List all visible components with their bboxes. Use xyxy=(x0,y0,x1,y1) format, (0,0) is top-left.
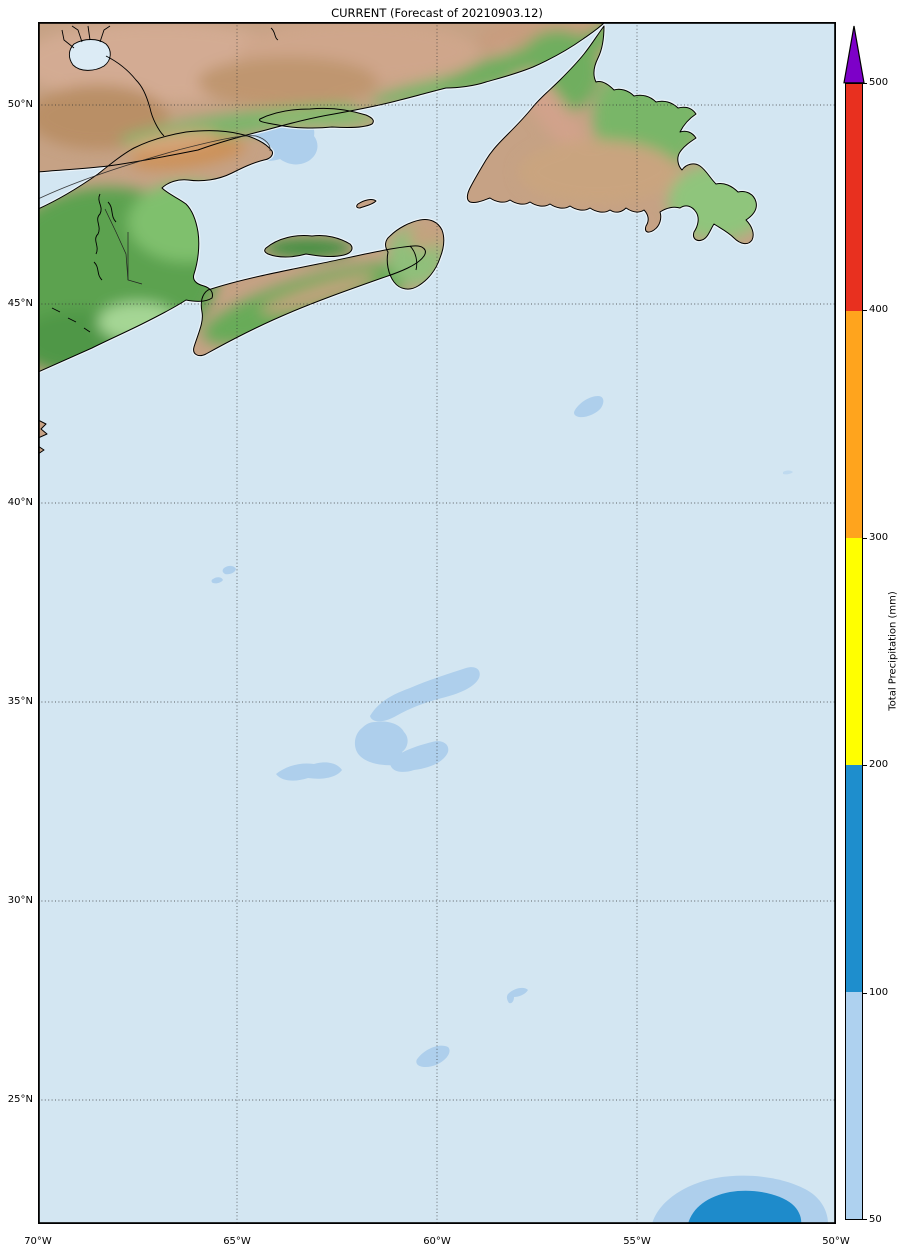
precip-blob-mid-center xyxy=(354,721,408,766)
admin-borders xyxy=(104,208,143,285)
precip-blob-nfld-south xyxy=(574,396,604,418)
colorbar-tickmark xyxy=(863,1219,867,1220)
y-tick-45n: 45°N xyxy=(7,298,33,309)
colorbar-tick-400: 400 xyxy=(869,304,889,315)
maine-islets xyxy=(51,307,91,333)
y-tick-40n: 40°N xyxy=(7,497,33,508)
colorbar-seg-300-400 xyxy=(846,311,862,538)
x-tick-60w: 60°W xyxy=(423,1236,451,1247)
colorbar-seg-50-100 xyxy=(846,992,862,1219)
lakes-rivers xyxy=(51,25,418,333)
y-tick-25n: 25°N xyxy=(7,1094,33,1105)
colorbar-tick-100: 100 xyxy=(869,987,889,998)
river-squiggle-2 xyxy=(93,201,117,281)
precip-blob-bottomright-inner xyxy=(688,1190,802,1224)
colorbar-seg-400-500 xyxy=(846,84,862,311)
river-top-1 xyxy=(270,27,279,41)
river-north-3 xyxy=(99,25,111,43)
precip-blob-small-1 xyxy=(222,565,236,575)
colorbar xyxy=(845,83,863,1220)
colorbar-tickmark xyxy=(863,538,867,539)
bras-dor-lake xyxy=(409,245,418,271)
y-tick-50n: 50°N xyxy=(7,99,33,110)
x-tick-50w: 50°W xyxy=(822,1236,850,1247)
plot-title: CURRENT (Forecast of 20210903.12) xyxy=(331,6,543,20)
y-tick-35n: 35°N xyxy=(7,696,33,707)
colorbar-tickmark xyxy=(863,993,867,994)
x-tick-70w: 70°W xyxy=(24,1236,52,1247)
y-tick-30n: 30°N xyxy=(7,895,33,906)
colorbar-axis-label: Total Precipitation (mm) xyxy=(887,591,899,711)
border-qc-nb xyxy=(104,208,143,285)
x-tick-55w: 55°W xyxy=(623,1236,651,1247)
precip-contour-line xyxy=(38,135,271,200)
precip-blob-oval xyxy=(416,1045,450,1067)
river-squiggle-1 xyxy=(95,193,102,255)
map-canvas xyxy=(38,22,836,1224)
colorbar-extend-arrow xyxy=(843,25,865,84)
colorbar-seg-200-300 xyxy=(846,538,862,765)
colorbar-tick-50: 50 xyxy=(869,1214,882,1225)
precip-blob-mid-right xyxy=(390,741,449,772)
precip-blob-mid-left xyxy=(276,762,342,781)
colorbar-tick-200: 200 xyxy=(869,759,889,770)
precip-blob-faint xyxy=(783,470,793,475)
map-frame xyxy=(38,22,836,1224)
colorbar-tickmark xyxy=(863,83,867,84)
river-north-2 xyxy=(87,25,91,41)
precip-blob-small-2 xyxy=(211,577,223,584)
colorbar-tickmark xyxy=(863,310,867,311)
precip-blob-flag xyxy=(506,987,528,1004)
lake-saint-jean xyxy=(68,39,111,71)
graticule xyxy=(38,22,836,1224)
precip-blob-mid-ne xyxy=(370,667,480,722)
colorbar-seg-100-200 xyxy=(846,765,862,992)
colorbar-tick-300: 300 xyxy=(869,532,889,543)
river-north-4 xyxy=(61,29,75,49)
river-north-1 xyxy=(71,25,83,43)
colorbar-tickmark xyxy=(863,765,867,766)
precip-light-overlays xyxy=(204,105,828,1224)
colorbar-tick-500: 500 xyxy=(869,77,889,88)
x-tick-65w: 65°W xyxy=(223,1236,251,1247)
saguenay-river xyxy=(105,55,165,137)
